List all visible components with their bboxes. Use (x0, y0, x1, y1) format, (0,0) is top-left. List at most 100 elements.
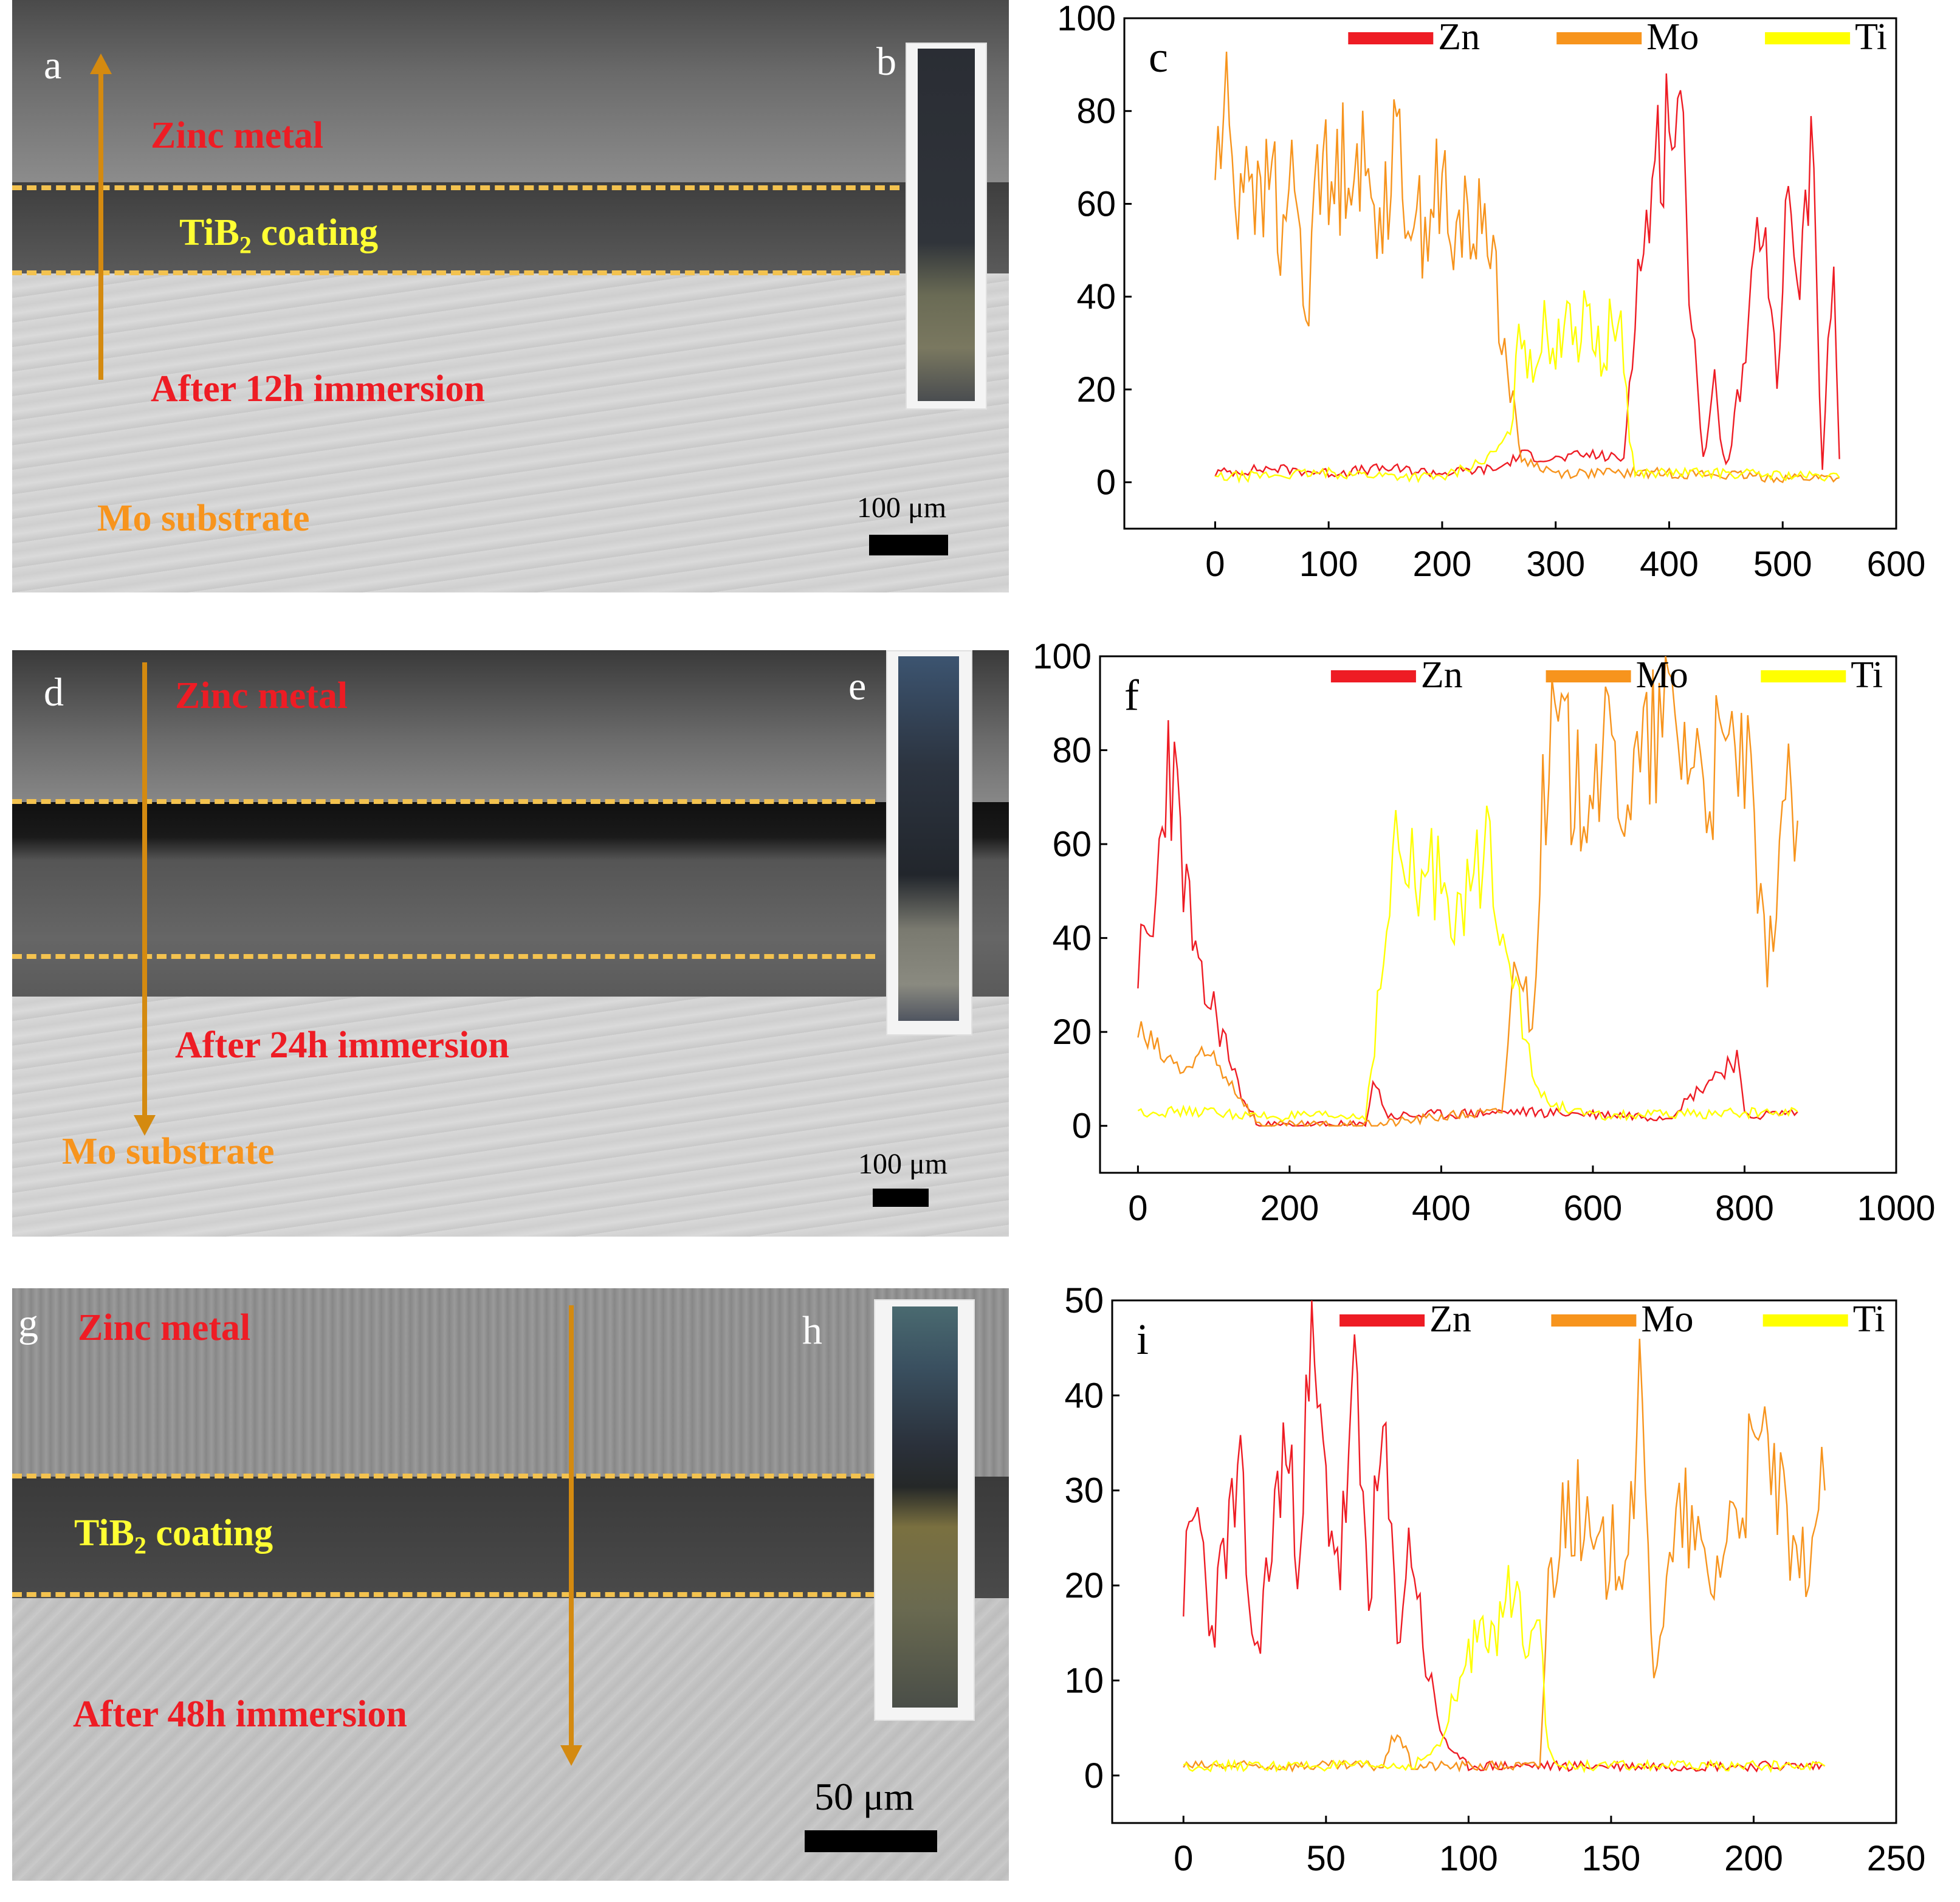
series-line-zn (1137, 720, 1798, 1127)
legend-swatch-zn (1348, 32, 1434, 44)
zinc-label: Zinc metal (78, 1307, 251, 1348)
y-tick-label: 40 (1076, 277, 1116, 317)
y-tick-label: 60 (1076, 184, 1116, 224)
x-tick-label: 600 (1564, 1189, 1623, 1228)
immersion-label: After 48h immersion (73, 1694, 407, 1735)
dashed-boundary-bottom (12, 270, 899, 275)
y-tick-label: 30 (1064, 1471, 1104, 1511)
x-tick-label: 800 (1715, 1189, 1774, 1228)
panel-letter-i: i (1136, 1315, 1149, 1364)
legend-swatch-ti (1761, 670, 1846, 682)
panel-letter-f: f (1124, 671, 1139, 719)
y-tick-label: 40 (1052, 919, 1092, 958)
coating-layer (12, 182, 1009, 273)
legend-label-mo: Mo (1636, 654, 1688, 696)
dashed-boundary-top (12, 1474, 875, 1478)
scale-bar-label: 100 μm (857, 492, 947, 524)
sample-strip (892, 1306, 958, 1708)
immersion-label: After 24h immersion (175, 1025, 509, 1066)
sample-photo-b: b (876, 39, 987, 410)
sem-image-g: g Zinc metal TiB2 coating After 48h imme… (12, 1288, 1009, 1881)
legend-swatch-mo (1556, 32, 1642, 44)
legend-label-ti: Ti (1855, 16, 1887, 58)
sample-strip (918, 49, 975, 401)
panel-letter-a: a (44, 43, 62, 88)
legend-swatch-mo (1551, 1314, 1637, 1327)
arrow-head (560, 1745, 582, 1766)
y-tick-label: 80 (1076, 92, 1116, 131)
sample-photo-h: h (802, 1299, 975, 1721)
zinc-label: Zinc metal (175, 675, 348, 716)
arrow-head (90, 53, 112, 74)
dashed-boundary-top (12, 185, 899, 190)
zinc-layer (12, 650, 1009, 802)
panel-letter-h: h (802, 1308, 822, 1353)
x-tick-label: 500 (1753, 544, 1812, 584)
x-tick-label: 200 (1724, 1839, 1783, 1878)
legend-swatch-ti (1765, 32, 1851, 44)
immersion-label: After 12h immersion (151, 368, 485, 410)
legend-label-mo: Mo (1646, 16, 1699, 58)
scan-arrow (569, 1305, 574, 1749)
x-tick-label: 400 (1640, 544, 1699, 584)
series-line-ti (1183, 1565, 1826, 1774)
y-tick-label: 100 (1033, 638, 1092, 676)
x-tick-label: 0 (1128, 1189, 1147, 1228)
scale-bar (869, 535, 948, 555)
x-tick-label: 0 (1174, 1839, 1193, 1878)
y-tick-label: 20 (1052, 1012, 1092, 1052)
x-tick-label: 300 (1526, 544, 1585, 584)
series-line-mo (1214, 52, 1840, 484)
y-tick-label: 0 (1084, 1756, 1104, 1796)
plot-frame (1099, 655, 1897, 1174)
y-tick-label: 0 (1072, 1107, 1092, 1146)
dashed-boundary-bottom (12, 1592, 875, 1597)
legend-swatch-mo (1546, 670, 1631, 682)
x-tick-label: 50 (1307, 1839, 1346, 1878)
panel-letter-b: b (876, 39, 896, 84)
x-tick-label: 600 (1867, 544, 1926, 584)
coating-layer (12, 1477, 1009, 1598)
plot-frame (1123, 17, 1897, 530)
legend-label-zn: Zn (1421, 654, 1463, 696)
scale-bar (873, 1189, 929, 1207)
panel-letter-c: c (1149, 33, 1168, 81)
panel-letter-d: d (44, 670, 64, 715)
sem-image-d: d Zinc metal After 24h immersion Mo subs… (12, 650, 1009, 1237)
dashed-boundary-top (12, 799, 875, 804)
scale-bar (805, 1830, 937, 1852)
substrate-layer (12, 273, 1009, 592)
x-tick-label: 250 (1867, 1839, 1926, 1878)
y-tick-label: 10 (1064, 1661, 1104, 1700)
sample-strip (898, 656, 959, 1021)
coating-layer (12, 802, 1009, 997)
scale-bar-label: 50 μm (814, 1775, 915, 1818)
line-chart-i: 0 10 20 30 40 50 0 50 100 150 200 250 Zn Mo Ti i (1064, 1282, 1926, 1878)
substrate-label: Mo substrate (97, 498, 310, 539)
line-chart-c: 0 20 40 60 80 100 0 100 200 300 400 500 600 Zn Mo Ti c (1057, 0, 1926, 584)
x-tick-label: 1000 (1857, 1189, 1935, 1228)
coating-label: TiB2 coating (74, 1512, 273, 1559)
x-tick-label: 0 (1205, 544, 1225, 584)
plot-frame (1111, 1299, 1897, 1824)
y-tick-label: 80 (1052, 731, 1092, 771)
legend-swatch-ti (1762, 1314, 1848, 1327)
x-tick-label: 200 (1413, 544, 1472, 584)
y-tick-label: 0 (1096, 463, 1116, 503)
dashed-boundary-bottom (12, 954, 875, 959)
x-tick-label: 100 (1299, 544, 1358, 584)
scan-arrow (142, 662, 147, 1118)
sample-photo-e: e (848, 650, 972, 1035)
panel-letter-g: g (18, 1301, 38, 1345)
y-tick-label: 40 (1064, 1376, 1104, 1415)
legend-label-zn: Zn (1429, 1299, 1471, 1340)
legend-label-mo: Mo (1641, 1299, 1693, 1340)
scale-bar-label: 100 μm (858, 1148, 948, 1180)
zinc-layer (12, 0, 1009, 182)
x-tick-label: 400 (1412, 1189, 1471, 1228)
y-tick-label: 60 (1052, 825, 1092, 864)
series-line-mo (1183, 1339, 1826, 1773)
legend-swatch-zn (1339, 1314, 1425, 1327)
legend-label-ti: Ti (1851, 654, 1883, 696)
